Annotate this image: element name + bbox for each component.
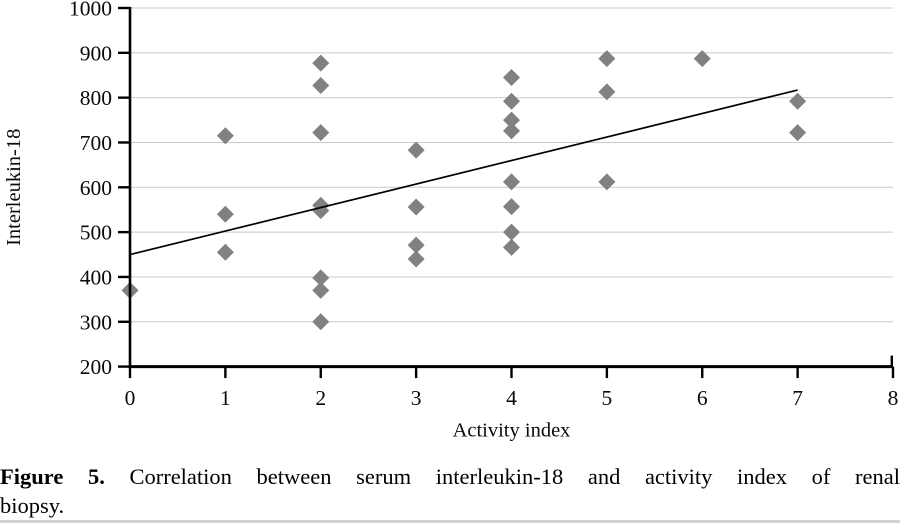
figure-caption-label: Figure 5. xyxy=(0,464,105,489)
y-tick-label-900: 900 xyxy=(80,41,112,65)
data-point xyxy=(312,77,330,95)
data-point xyxy=(312,124,330,142)
y-axis-title: Interleukin-18 xyxy=(3,129,25,246)
data-point xyxy=(216,127,234,145)
data-point xyxy=(503,111,520,129)
data-point xyxy=(312,281,330,299)
figure-caption-line1: Figure 5. Correlation between serum inte… xyxy=(0,462,900,491)
x-tick-label-0: 0 xyxy=(125,386,136,410)
data-point xyxy=(503,238,520,256)
data-point xyxy=(503,122,520,140)
data-point xyxy=(503,223,520,241)
y-tick-label-700: 700 xyxy=(80,131,112,155)
data-point xyxy=(598,50,616,68)
data-point xyxy=(407,236,425,254)
scatter-chart: 200 300 400 500 600 700 800 900 1000 0 1 2 3 4 5 6 7 8 Int… xyxy=(3,0,899,442)
y-tick-label-400: 400 xyxy=(80,265,112,289)
data-point xyxy=(407,198,425,216)
x-tick-label-5: 5 xyxy=(602,386,613,410)
data-point xyxy=(693,50,711,68)
figure-caption-line2: biopsy. xyxy=(0,493,65,518)
bottom-divider xyxy=(0,520,900,523)
data-point xyxy=(598,173,616,191)
data-point xyxy=(407,250,425,268)
trend-line xyxy=(129,89,798,256)
data-point xyxy=(312,313,330,331)
data-point xyxy=(216,243,234,261)
figure-caption-text: Correlation between serum interleukin-18… xyxy=(129,464,900,489)
data-point xyxy=(503,68,520,86)
x-tick-label-4: 4 xyxy=(506,386,517,410)
y-tick-label-800: 800 xyxy=(80,86,112,110)
data-point xyxy=(503,92,520,110)
data-point xyxy=(312,269,330,287)
data-point xyxy=(789,92,807,110)
x-axis-title: Activity index xyxy=(453,420,571,442)
x-tick-label-2: 2 xyxy=(315,386,326,410)
x-tick-label-8: 8 xyxy=(888,386,899,410)
data-point xyxy=(407,141,425,159)
y-tick-label-300: 300 xyxy=(80,310,112,334)
x-tick-label-3: 3 xyxy=(411,386,422,410)
data-point xyxy=(789,124,807,142)
y-tick-label-500: 500 xyxy=(80,221,112,245)
data-point xyxy=(216,205,234,223)
y-tick-label-600: 600 xyxy=(80,176,112,200)
data-point xyxy=(503,173,520,191)
y-tick-label-1000: 1000 xyxy=(69,0,112,21)
figure-caption: Figure 5. Correlation between serum inte… xyxy=(0,462,900,520)
x-tick-label-6: 6 xyxy=(697,386,708,410)
x-tick-label-1: 1 xyxy=(220,386,231,410)
x-tick-label-7: 7 xyxy=(792,386,803,410)
data-point xyxy=(598,83,616,101)
y-tick-label-200: 200 xyxy=(80,355,112,379)
data-point xyxy=(312,54,330,72)
data-point xyxy=(503,198,520,216)
